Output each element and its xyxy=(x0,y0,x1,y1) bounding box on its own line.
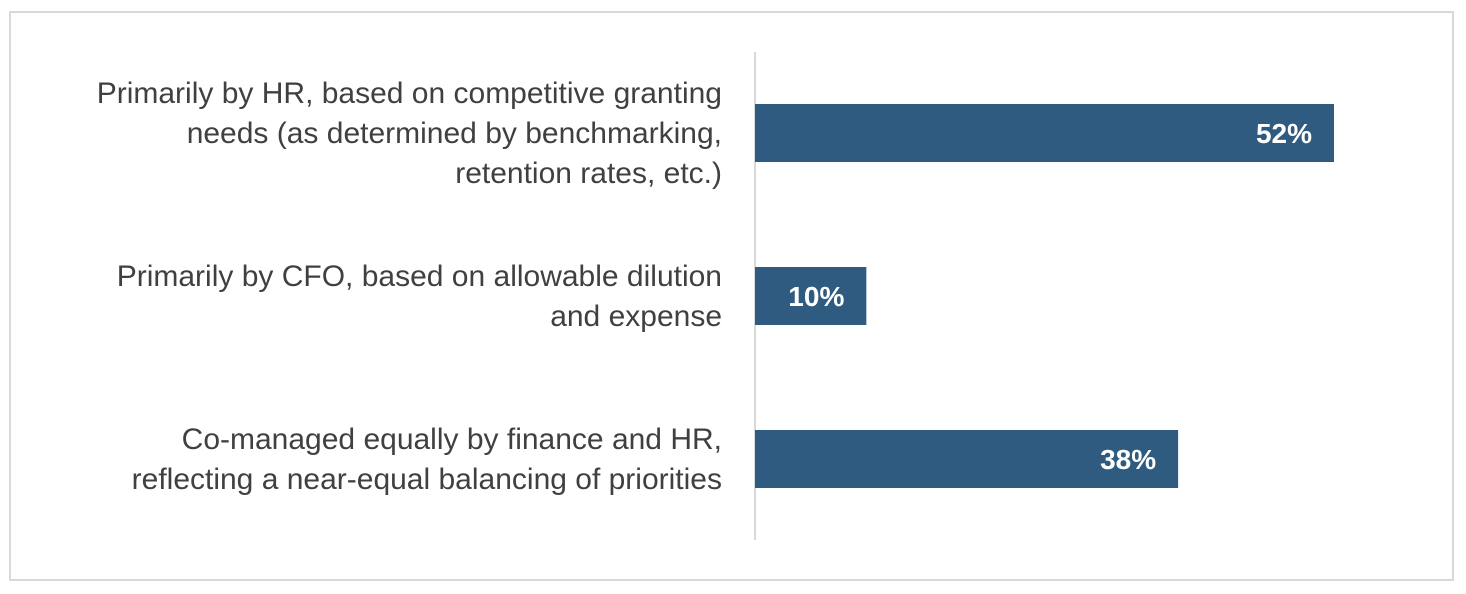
bar-1 xyxy=(755,104,1334,162)
category-label-3: Co-managed equally by finance and HR, ref… xyxy=(132,423,722,496)
category-label-2: Primarily by CFO, based on allowable dil… xyxy=(117,260,722,333)
data-label-3: 38% xyxy=(1100,444,1156,475)
category-label-line: Primarily by HR, based on competitive gr… xyxy=(97,77,722,110)
category-label-line: needs (as determined by benchmarking, xyxy=(187,117,722,150)
category-label-line: retention rates, etc.) xyxy=(455,157,722,190)
category-label-line: and expense xyxy=(550,300,722,333)
data-label-1: 52% xyxy=(1256,118,1312,149)
bar-3 xyxy=(755,430,1179,488)
data-label-2: 10% xyxy=(788,281,844,312)
category-label-line: Primarily by CFO, based on allowable dil… xyxy=(117,260,722,293)
category-label-line: reflecting a near-equal balancing of pri… xyxy=(132,463,722,496)
category-label-1: Primarily by HR, based on competitive gr… xyxy=(97,77,722,190)
bar-2 xyxy=(755,267,867,325)
category-label-line: Co-managed equally by finance and HR, xyxy=(182,423,722,456)
